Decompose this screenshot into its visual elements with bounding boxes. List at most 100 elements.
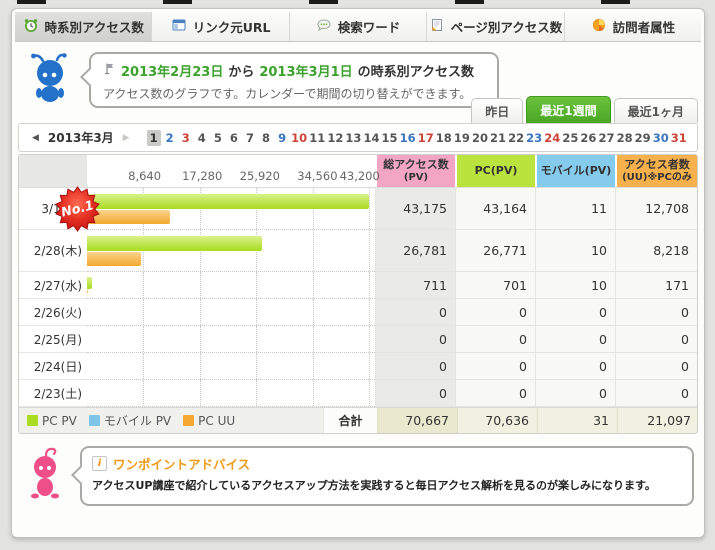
calendar-day-31[interactable]: 31 xyxy=(670,130,687,145)
chart-gridline xyxy=(199,272,201,298)
axis-tick-label: 25,920 xyxy=(239,169,280,183)
top-edge-tick xyxy=(601,0,630,4)
calendar-day-16[interactable]: 16 xyxy=(399,130,416,145)
calendar-day-23[interactable]: 23 xyxy=(526,130,543,145)
value-cell: 11 xyxy=(535,188,615,230)
value-cell: 0 xyxy=(455,326,535,353)
chart-gridline xyxy=(369,299,370,325)
tab-page-access[interactable]: ページ別アクセス数 xyxy=(427,12,565,41)
chart-cell xyxy=(87,230,375,272)
pc-pv-bar xyxy=(87,235,262,251)
chart-gridline xyxy=(369,353,370,379)
calendar-day-14[interactable]: 14 xyxy=(363,130,380,145)
chart-gridline xyxy=(256,272,258,298)
calendar-day-19[interactable]: 19 xyxy=(453,130,470,145)
calendar-day-9[interactable]: 9 xyxy=(278,130,287,145)
tab-referrer-url[interactable]: リンク元URL xyxy=(152,12,290,41)
chart-cell xyxy=(87,326,375,353)
pc-uu-bar xyxy=(87,290,89,293)
column-header: PC(PV) xyxy=(455,155,535,187)
axis-tick-label: 8,640 xyxy=(128,169,162,183)
calendar-next-icon[interactable]: ▶ xyxy=(122,132,130,143)
calendar-day-27[interactable]: 27 xyxy=(598,130,615,145)
total-row: PC PV モバイル PV PC UU 合計 70,667 70,636 31 21,09… xyxy=(19,407,697,433)
calendar-day-1[interactable]: 1 xyxy=(146,129,161,146)
value-cell: 0 xyxy=(455,353,535,380)
calendar-day-29[interactable]: 29 xyxy=(634,130,651,145)
total-label: 合計 xyxy=(323,407,377,433)
tab-hourly-access[interactable]: 時系別アクセス数 xyxy=(15,12,153,41)
calendar-day-26[interactable]: 26 xyxy=(580,130,597,145)
legend-item: PC UU xyxy=(183,414,235,428)
value-cell: 171 xyxy=(615,272,697,299)
row-date-label: 2/24(日) xyxy=(19,353,87,380)
calendar-day-6[interactable]: 6 xyxy=(229,130,238,145)
calendar-day-2[interactable]: 2 xyxy=(165,130,174,145)
calendar-day-4[interactable]: 4 xyxy=(197,130,206,145)
value-cell: 26,781 xyxy=(375,230,455,272)
pie-chart-icon xyxy=(591,17,607,36)
calendar-day-25[interactable]: 25 xyxy=(562,130,579,145)
flag-chart-icon xyxy=(103,62,116,79)
no1-badge: No.1 xyxy=(54,186,101,232)
row-date-label: 2/28(木) xyxy=(19,230,87,272)
speech-bubble-tail xyxy=(71,465,91,485)
speech-bubble-tail xyxy=(80,67,100,87)
axis-tick-label: 34,560 xyxy=(297,169,338,183)
value-cell: 10 xyxy=(535,230,615,272)
chart-gridline xyxy=(256,299,258,325)
calendar-day-13[interactable]: 13 xyxy=(345,130,362,145)
calendar-day-5[interactable]: 5 xyxy=(213,130,222,145)
value-cell: 0 xyxy=(615,299,697,326)
intro-speech-bubble: 2013年2月23日 から 2013年3月1日 の時系別アクセス数 アクセス数の… xyxy=(80,52,499,108)
column-header-label: アクセス者数 xyxy=(624,158,690,172)
calendar-day-28[interactable]: 28 xyxy=(616,130,633,145)
chart-gridline xyxy=(199,188,201,229)
calendar-day-8[interactable]: 8 xyxy=(262,130,271,145)
chart-gridline xyxy=(312,188,314,229)
period-button-yesterday[interactable]: 昨日 xyxy=(471,98,524,123)
pc-uu-bar xyxy=(87,251,141,266)
intro-title-suffix: の時系別アクセス数 xyxy=(357,65,474,80)
calendar-day-12[interactable]: 12 xyxy=(327,130,344,145)
calendar-day-24[interactable]: 24 xyxy=(544,130,561,145)
chart-gridline xyxy=(256,326,258,352)
calendar-day-21[interactable]: 21 xyxy=(490,130,507,145)
calendar-day-11[interactable]: 11 xyxy=(309,130,326,145)
bar-group xyxy=(87,277,369,293)
tab-search-words[interactable]: 検索ワード xyxy=(289,12,428,41)
chart-gridline xyxy=(369,188,370,229)
value-cell: 0 xyxy=(375,326,455,353)
value-cell: 711 xyxy=(375,272,455,299)
table-row: 2/27(水) 711 701 10 171 xyxy=(19,272,697,299)
calendar-day-18[interactable]: 18 xyxy=(435,130,452,145)
tab-label: 訪問者属性 xyxy=(612,20,676,35)
calendar-day-17[interactable]: 17 xyxy=(417,130,434,145)
chart-gridline xyxy=(143,188,145,229)
chart-gridline xyxy=(312,299,314,325)
calendar-prev-icon[interactable]: ◀ xyxy=(32,132,39,143)
tab-visitor-attributes[interactable]: 訪問者属性 xyxy=(564,12,702,41)
table-row: 2/25(月) 0 0 0 0 xyxy=(19,326,697,353)
calendar-day-20[interactable]: 20 xyxy=(471,130,488,145)
chart-gridline xyxy=(143,272,145,298)
intro-section: 2013年2月23日 から 2013年3月1日 の時系別アクセス数 アクセス数の… xyxy=(28,52,694,108)
chart-gridline xyxy=(369,380,370,406)
chart-gridline xyxy=(256,230,258,271)
calendar-day-10[interactable]: 10 xyxy=(291,130,308,145)
pc-pv-bar xyxy=(87,193,369,209)
calendar-day-22[interactable]: 22 xyxy=(508,130,525,145)
calendar-day-3[interactable]: 3 xyxy=(181,130,190,145)
intro-description: アクセス数のグラフです。カレンダーで期間の切り替えができます。 xyxy=(103,87,472,101)
legend-item: モバイル PV xyxy=(88,412,171,429)
table-body: 3/1(金)No.143,17543,1641112,7082/28(木)26,… xyxy=(19,186,697,407)
calendar-day-30[interactable]: 30 xyxy=(652,130,669,145)
legend-swatch xyxy=(88,415,100,426)
calendar-day-15[interactable]: 15 xyxy=(381,130,398,145)
pc-uu-bar xyxy=(87,209,170,224)
value-cell: 0 xyxy=(375,353,455,380)
period-button-last-week[interactable]: 最近1週間 xyxy=(526,96,611,123)
chart-gridline xyxy=(256,353,258,379)
period-button-last-month[interactable]: 最近1ヶ月 xyxy=(613,98,698,123)
calendar-day-7[interactable]: 7 xyxy=(245,130,254,145)
